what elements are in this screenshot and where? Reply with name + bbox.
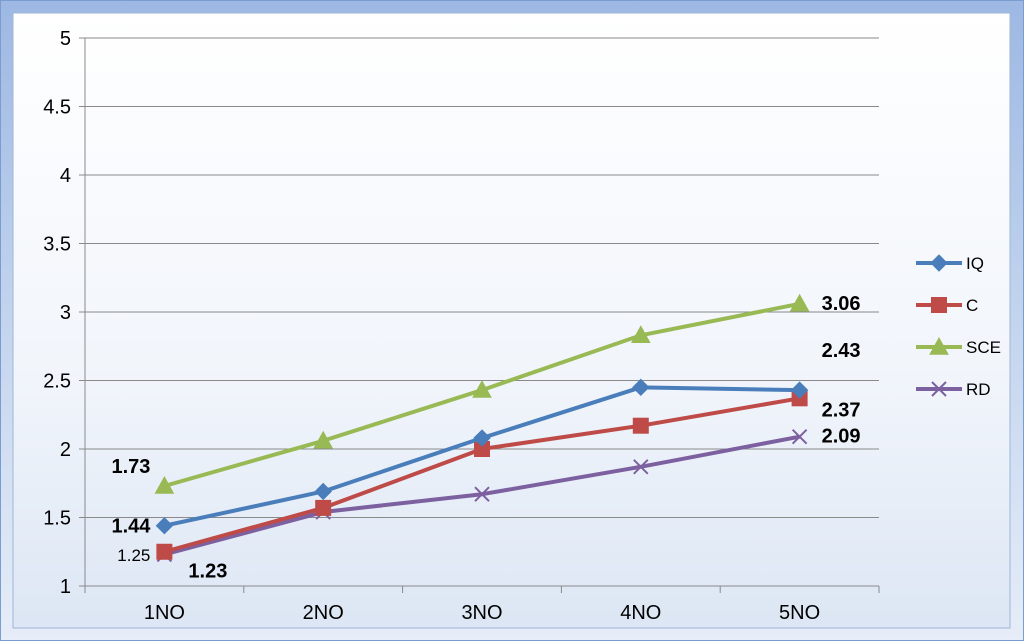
legend-label: RD [966, 380, 991, 399]
data-point-iq [790, 381, 809, 399]
data-point-sce [630, 325, 651, 343]
data-point-sce [154, 475, 175, 494]
legend-marker [930, 254, 948, 272]
legend-item-sce: SCE [916, 336, 1001, 357]
legend-label: SCE [966, 338, 1001, 357]
data-point-iq [473, 429, 491, 447]
y-tick-label: 3.5 [43, 234, 71, 256]
legend-marker [931, 297, 947, 313]
y-tick-label: 1 [60, 576, 71, 598]
y-tick-label: 3 [60, 302, 71, 324]
legend-marker [929, 336, 949, 355]
data-point-sce [789, 293, 810, 312]
x-tick-label: 3NO [461, 602, 502, 624]
y-tick-label: 2.5 [43, 371, 71, 393]
y-tick-label: 2 [60, 439, 71, 461]
legend-label: IQ [966, 254, 984, 273]
data-point-c [632, 417, 649, 434]
marker-stroke [931, 381, 947, 397]
data-label: 1.23 [188, 560, 227, 582]
y-tick-label: 4 [60, 165, 71, 187]
legend-item-rd: RD [916, 380, 991, 399]
data-point-sce [472, 380, 492, 398]
x-tick-label: 5NO [779, 602, 820, 624]
data-point-rd [474, 486, 490, 502]
data-point-iq [632, 378, 650, 397]
data-label: 1.44 [111, 516, 151, 538]
y-tick-label: 5 [60, 28, 71, 50]
data-point-rd [791, 428, 808, 445]
data-point-sce [313, 430, 334, 449]
x-tick-label: 1NO [144, 602, 185, 624]
data-point-iq [314, 482, 332, 501]
data-label: 3.06 [822, 293, 861, 315]
legend-item-c: C [916, 296, 978, 315]
legend-item-iq: IQ [916, 254, 984, 273]
y-tick-label: 4.5 [43, 97, 71, 119]
marker-stroke [791, 428, 808, 445]
data-point-c [315, 499, 332, 516]
x-tick-label: 4NO [620, 602, 661, 624]
legend-marker [931, 381, 947, 397]
data-label: 1.25 [117, 546, 150, 565]
marker-stroke [633, 459, 649, 475]
marker-stroke [474, 486, 490, 502]
plot-area [12, 12, 1011, 629]
data-label: 2.43 [822, 340, 861, 362]
x-tick-label: 2NO [303, 602, 344, 624]
data-label: 2.09 [822, 426, 861, 448]
data-point-rd [633, 459, 649, 475]
data-point-c [156, 543, 173, 560]
data-label: 2.37 [822, 399, 861, 421]
legend-label: C [966, 296, 978, 315]
data-point-iq [155, 517, 174, 535]
y-tick-label: 1.5 [43, 508, 71, 530]
data-label: 1.73 [111, 456, 150, 478]
